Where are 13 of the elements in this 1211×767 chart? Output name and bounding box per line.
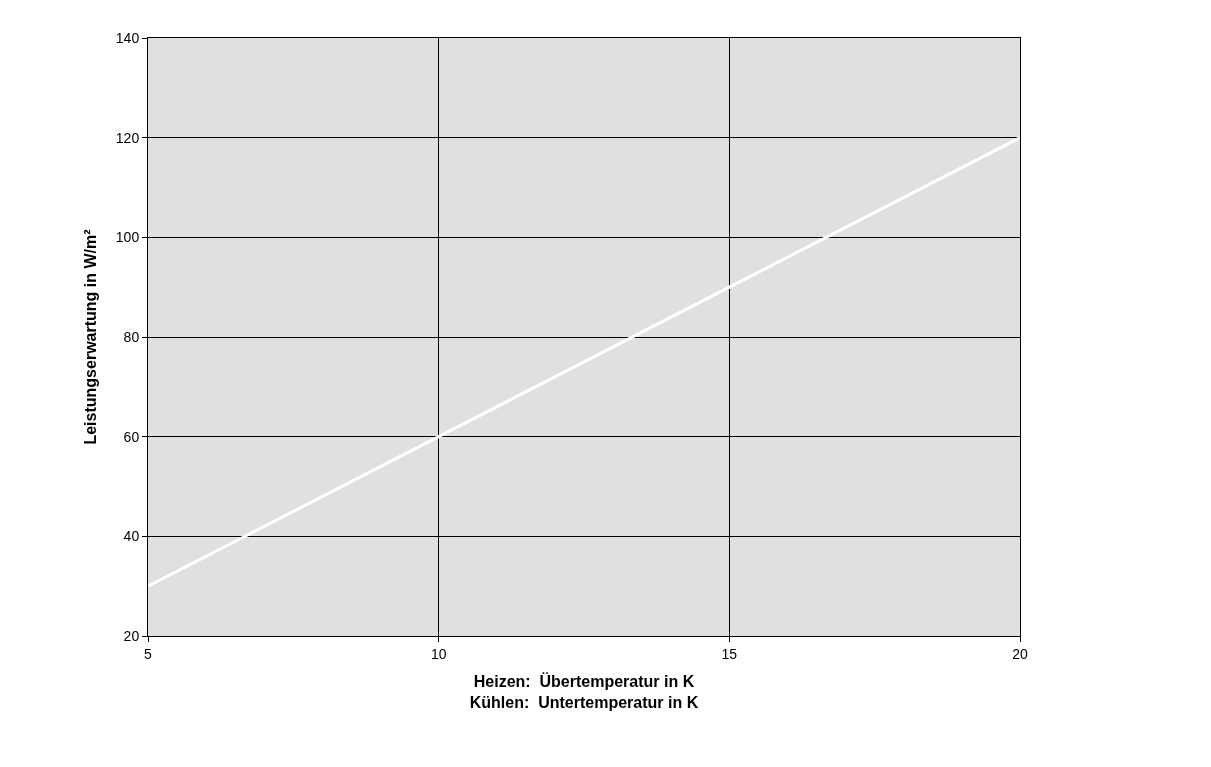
x-axis-title: Heizen: Übertemperatur in K Kühlen: Untertemperatur in K	[469, 672, 699, 712]
y-tick-label: 40	[123, 528, 140, 545]
y-tick-label: 80	[123, 328, 140, 345]
x-tick-label: 10	[430, 645, 447, 662]
y-tick-label: 60	[123, 428, 140, 445]
x-tick-label: 20	[1012, 645, 1028, 662]
y-tick-label: 20	[123, 627, 140, 644]
x-tick-label: 5	[144, 645, 153, 662]
y-tick-label: 100	[115, 229, 140, 246]
y-axis-title: Leistungserwartung in W/m²	[81, 229, 99, 445]
y-tick-label: 120	[115, 129, 140, 146]
y-tick-label: 140	[115, 29, 140, 46]
x-tick-label: 15	[721, 645, 738, 662]
